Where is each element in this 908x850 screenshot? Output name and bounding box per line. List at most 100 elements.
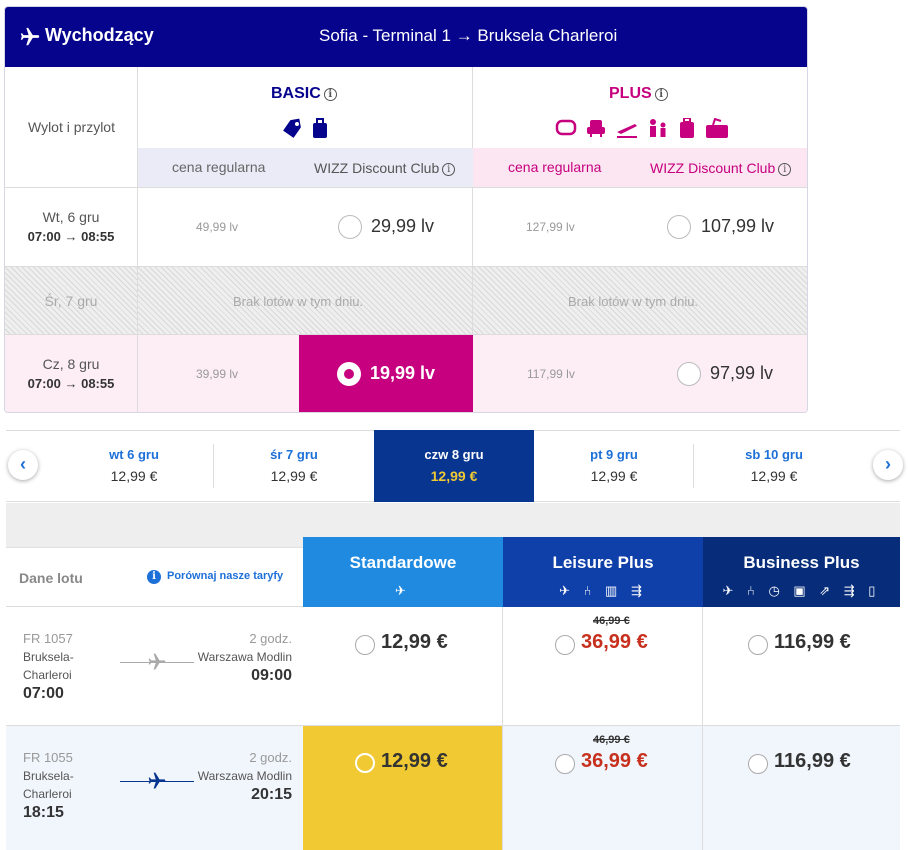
info-icon[interactable]: i [778, 163, 792, 176]
checked-bag-icon [706, 118, 728, 138]
club-text: WIZZ Discount Club [650, 160, 776, 176]
tab-price: 12,99 € [750, 468, 798, 484]
basic-icons [280, 117, 340, 139]
flight-row: FR 1057 Bruksela- Charleroi 07:00 2 godz… [6, 607, 303, 726]
fare-price: 36,99 € [581, 631, 648, 653]
date-cell-7: Śr, 7 gru [5, 267, 138, 335]
divider [213, 444, 214, 488]
plane-takeoff-icon [617, 124, 637, 138]
next-dates-button[interactable]: › [873, 450, 903, 480]
basic-club-price[interactable]: 29,99 lv [371, 216, 435, 236]
basic-no-flights: Brak lotów w tym dniu. [138, 267, 473, 335]
fare-radio[interactable] [748, 635, 768, 655]
chevron-left-icon: ‹ [20, 454, 26, 474]
divider [693, 444, 694, 488]
basic-regular-price: 49,99 lv [196, 220, 239, 234]
date-tab[interactable]: wt 6 gru 12,99 € [54, 430, 214, 502]
plane-icon [148, 772, 166, 789]
fare-radio[interactable] [355, 635, 375, 655]
plus-club-label[interactable]: WIZZ Discount Club i [650, 160, 792, 176]
tag-icon [283, 118, 301, 138]
flight-row-selected: FR 1055 Bruksela- Charleroi 18:15 2 godz… [6, 726, 303, 850]
departure-time: 07:00 [23, 685, 64, 702]
fare-radio[interactable] [677, 362, 701, 386]
fare-radio[interactable] [338, 215, 362, 239]
old-price: 46,99 € [593, 615, 630, 627]
tier-standard-header[interactable]: Standardowe ✈ [303, 537, 503, 607]
basic-cell-6: 49,99 lv 29,99 lv [138, 188, 473, 267]
basic-club-price: 19,99 lv [370, 363, 436, 383]
compare-fares-link[interactable]: i Porównaj nasze taryfy [147, 570, 283, 584]
direction-label: Wychodzący [45, 25, 154, 45]
date-tab[interactable]: śr 7 gru 12,99 € [214, 430, 374, 502]
tier-icons: ✈ ⑃ ◷ ▣ ⇗ ⇶ ▯ [722, 583, 881, 598]
fare-radio[interactable] [748, 754, 768, 774]
fare-price: 12,99 € [381, 631, 448, 653]
info-icon[interactable]: i [442, 163, 456, 176]
plus-subheader: cena regularna WIZZ Discount Club i [473, 148, 807, 188]
fare-radio[interactable] [667, 215, 691, 239]
plus-regular-price: 127,99 lv [526, 220, 575, 234]
fare-standard-cell[interactable]: 12,99 € [303, 607, 503, 726]
tier-business-header[interactable]: Business Plus ✈ ⑃ ◷ ▣ ⇗ ⇶ ▯ [703, 537, 900, 607]
fare-radio-selected[interactable] [337, 362, 361, 386]
plus-fare-header: PLUS i cena regularna WIZZ Discount Club i [473, 67, 807, 188]
tab-price: 12,99 € [590, 468, 638, 484]
basic-regular-price: 39,99 lv [196, 367, 239, 381]
fare-price: 116,99 € [774, 631, 851, 653]
tab-day: śr 7 gru [270, 447, 318, 462]
plus-club-price[interactable]: 97,99 lv [710, 363, 774, 383]
plus-fare-title[interactable]: PLUS i [609, 85, 668, 103]
origin-line1: Bruksela- [23, 650, 74, 664]
compare-text: Porównaj nasze taryfy [167, 570, 284, 582]
prev-dates-button[interactable]: ‹ [8, 450, 38, 480]
row-times: 07:00 → 08:55 [27, 229, 115, 244]
fare-leisure-cell[interactable]: 46,99 € 36,99 € [503, 607, 703, 726]
date-column-label: Wylot i przylot [27, 119, 115, 135]
route-label: Sofia - Terminal 1 → Bruksela Charleroi [319, 26, 618, 45]
flight-code: FR 1057 [23, 631, 73, 646]
arrival-time: 09:00 [251, 667, 292, 684]
date-tab-selected[interactable]: czw 8 gru 12,99 € [374, 430, 534, 502]
tab-day: pt 9 gru [590, 447, 638, 462]
date-cell-8: Cz, 8 gru 07:00 → 08:55 [5, 335, 138, 412]
fare-leisure-cell[interactable]: 46,99 € 36,99 € [503, 726, 703, 850]
fare-business-cell[interactable]: 116,99 € [703, 726, 900, 850]
basic-club-label[interactable]: WIZZ Discount Club i [314, 160, 456, 176]
plus-regular-price: 117,99 lv [527, 367, 575, 381]
selected-fare-cell[interactable]: 19,99 lv [299, 335, 473, 412]
divider [138, 187, 807, 188]
fare-radio[interactable] [555, 754, 575, 774]
trolley-bag-icon [680, 118, 694, 138]
date-tab[interactable]: pt 9 gru 12,99 € [534, 430, 694, 502]
armchair-icon [587, 120, 605, 137]
tier-leisure-header[interactable]: Leisure Plus ✈ ⑃ ▥ ⇶ [503, 537, 703, 607]
tab-price: 12,99 € [270, 468, 318, 484]
row-date: Cz, 8 gru [42, 356, 100, 372]
fare-radio[interactable] [555, 635, 575, 655]
plus-regular-label: cena regularna [508, 159, 602, 175]
date-tab[interactable]: sb 10 gru 12,99 € [694, 430, 854, 502]
basic-subheader: cena regularna WIZZ Discount Club i [138, 148, 473, 188]
outbound-header: Wychodzący Sofia - Terminal 1 → Bruksela… [5, 7, 807, 67]
plane-icon [20, 27, 40, 46]
info-icon: i [147, 570, 161, 584]
basic-fare-title[interactable]: BASIC i [271, 85, 337, 103]
plus-no-flights: Brak lotów w tym dniu. [473, 267, 807, 335]
fare-standard-cell-selected[interactable]: 12,99 € [303, 726, 503, 850]
fare-business-cell[interactable]: 116,99 € [703, 607, 900, 726]
plus-club-price[interactable]: 107,99 lv [701, 216, 775, 236]
info-icon[interactable]: i [323, 88, 337, 101]
fare-radio-selected[interactable] [355, 753, 375, 773]
plus-icons [555, 117, 735, 139]
seat-icon [555, 119, 577, 136]
origin-line1: Bruksela- [23, 769, 74, 783]
club-text: WIZZ Discount Club [314, 160, 440, 176]
basic-cell-8: 39,99 lv 19,99 lv [138, 335, 473, 412]
tier-name: Business Plus [743, 553, 860, 572]
info-icon[interactable]: i [654, 88, 668, 101]
tier-icons: ✈ [395, 583, 411, 598]
family-icon [650, 119, 666, 137]
tier-icons: ✈ ⑃ ▥ ⇶ [559, 583, 647, 598]
tier-name: Standardowe [349, 553, 457, 572]
